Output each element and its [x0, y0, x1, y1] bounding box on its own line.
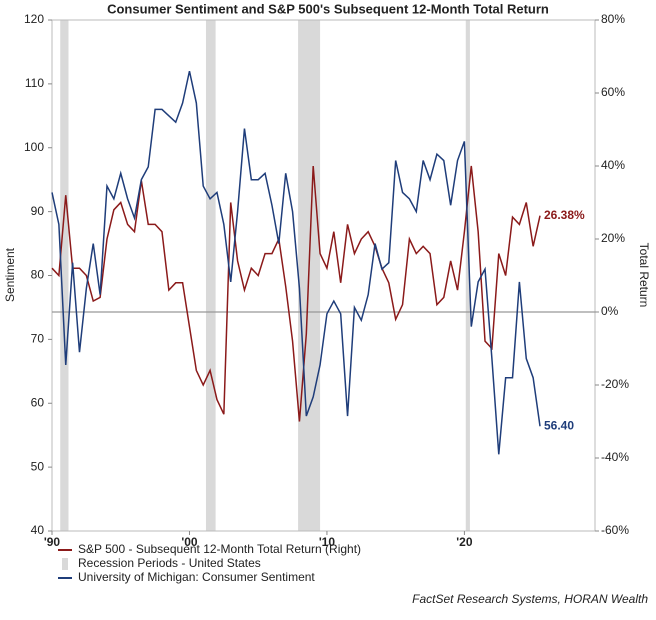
y2-tick-label: -20% — [601, 377, 629, 391]
y2-tick-label: 80% — [601, 12, 625, 26]
y2-tick-label: 60% — [601, 85, 625, 99]
x-tick-label: '20 — [456, 535, 473, 549]
legend-swatch — [62, 558, 68, 570]
x-tick-label: '10 — [319, 535, 336, 549]
legend-label: S&P 500 - Subsequent 12-Month Total Retu… — [78, 542, 361, 556]
recession-band — [60, 20, 69, 531]
x-tick-label: '00 — [181, 535, 198, 549]
y-tick-label: 60 — [31, 395, 45, 409]
end-label: 56.40 — [544, 418, 574, 432]
y2-tick-label: 0% — [601, 304, 619, 318]
recession-band — [465, 20, 470, 531]
y-tick-label: 90 — [31, 204, 45, 218]
y-tick-label: 120 — [24, 12, 44, 26]
x-tick-label: '90 — [44, 535, 61, 549]
recession-band — [205, 20, 216, 531]
y2-tick-label: -40% — [601, 450, 629, 464]
y-tick-label: 110 — [25, 76, 44, 90]
plot-frame — [51, 19, 596, 532]
series-line — [51, 165, 541, 422]
y2-tick-label: 40% — [601, 158, 625, 172]
end-label: 26.38% — [544, 208, 585, 222]
y2-axis-label: Total Return — [637, 243, 651, 308]
y-axis-label: Sentiment — [3, 247, 17, 302]
y2-tick-label: 20% — [601, 231, 625, 245]
source: FactSet Research Systems, HORAN Wealth — [412, 592, 648, 606]
legend-label: Recession Periods - United States — [78, 556, 261, 570]
legend-label: University of Michigan: Consumer Sentime… — [78, 570, 315, 584]
chart-title: Consumer Sentiment and S&P 500's Subsequ… — [107, 1, 549, 16]
y-tick-label: 40 — [31, 523, 45, 537]
y-tick-label: 80 — [31, 268, 45, 282]
y-tick-label: 50 — [31, 459, 45, 473]
y2-tick-label: -60% — [601, 523, 629, 537]
y-tick-label: 70 — [31, 332, 45, 346]
series-line — [51, 70, 541, 455]
y-tick-label: 100 — [24, 140, 44, 154]
